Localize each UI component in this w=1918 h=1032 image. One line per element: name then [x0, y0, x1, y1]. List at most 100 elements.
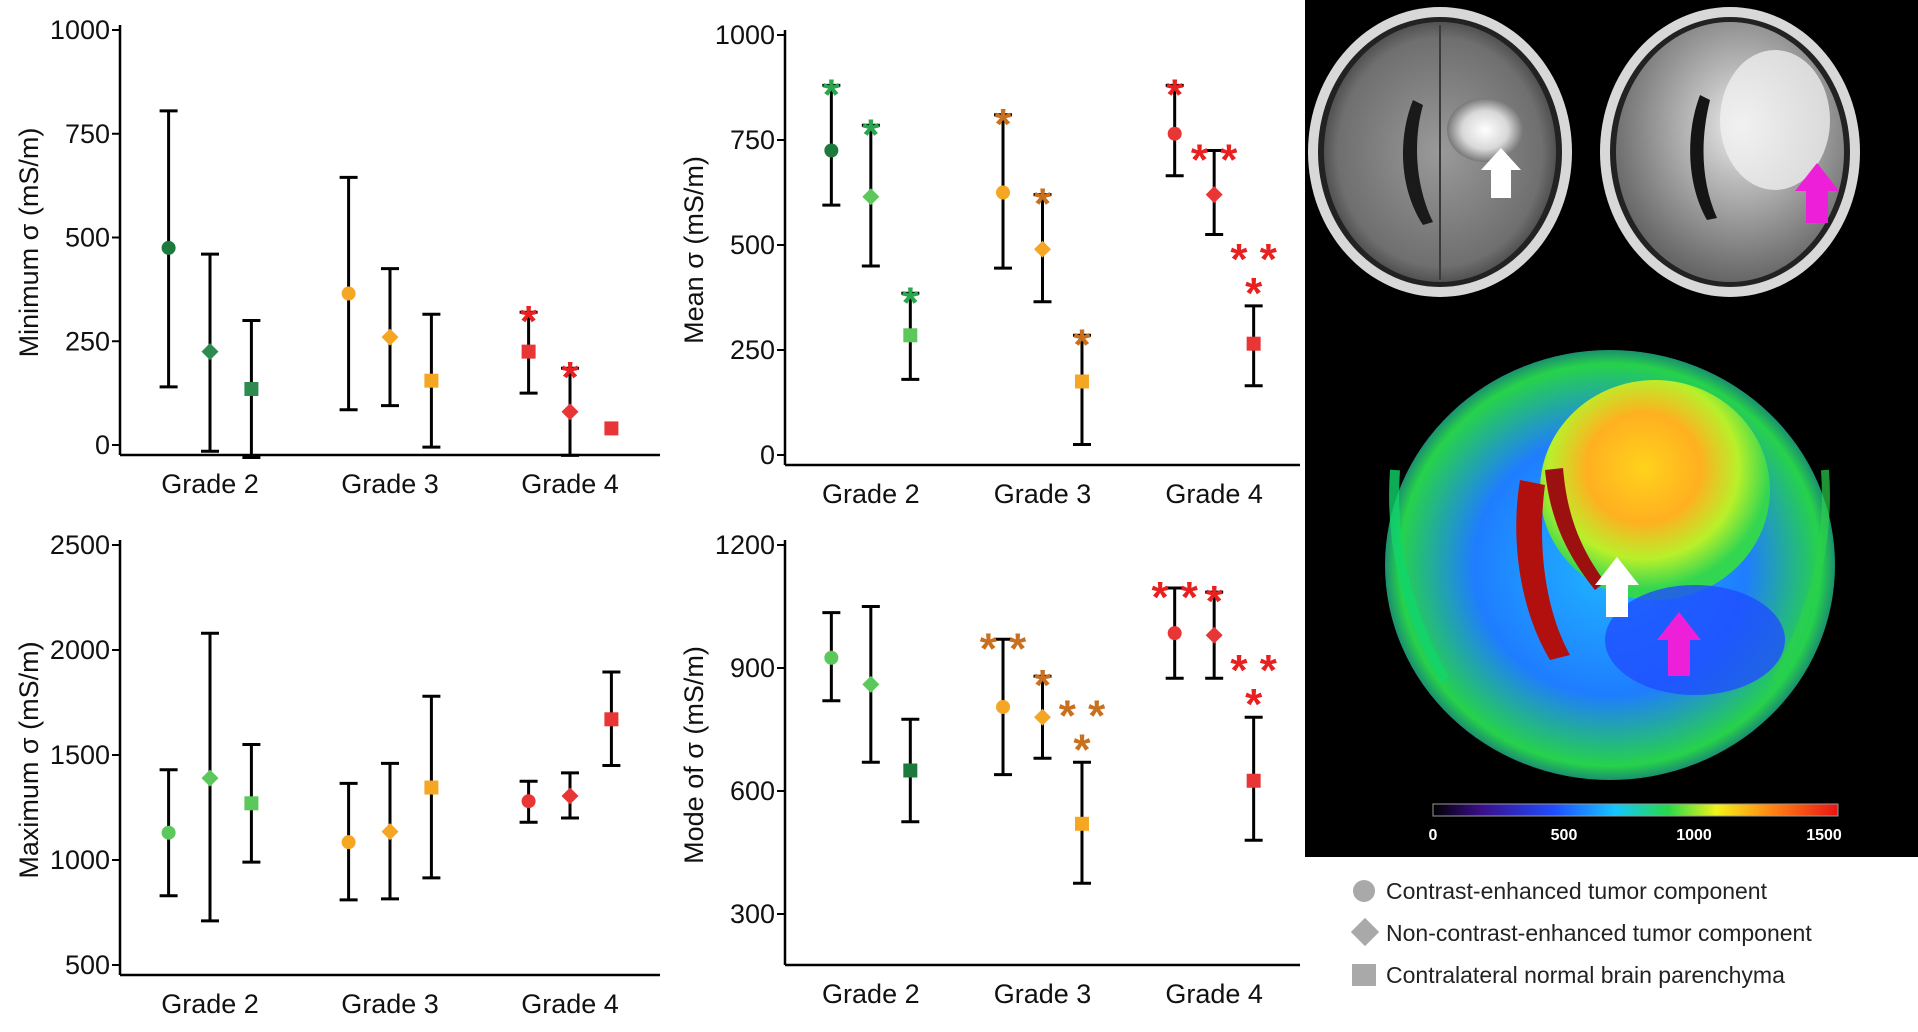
x-category-label: Grade 4	[521, 989, 619, 1019]
data-point-square	[604, 421, 619, 436]
significance-star: *	[862, 110, 880, 159]
data-point-square	[244, 381, 259, 396]
significance-star: *	[1206, 577, 1224, 626]
magenta-arrow-map-icon	[1657, 612, 1701, 676]
significance-star: * *	[1191, 136, 1238, 185]
y-tick-label: 600	[730, 776, 775, 806]
y-tick-label: 1000	[715, 20, 775, 50]
data-point-circle	[824, 650, 839, 665]
data-point-circle	[1167, 626, 1182, 641]
chart-3: 300 600 900 1200 Mode of σ (mS/m) Grade 2 Grad…	[679, 530, 1300, 1009]
data-point-square	[244, 796, 259, 811]
y-axis-title: Mean σ (mS/m)	[679, 156, 709, 344]
white-arrow-map-icon	[1595, 557, 1639, 617]
x-category-label: Grade 2	[822, 479, 920, 509]
data-point-diamond	[1034, 240, 1051, 258]
y-tick-label: 750	[730, 125, 775, 155]
mri-flair-image	[1600, 7, 1860, 297]
significance-star: *	[1073, 725, 1091, 774]
data-point-circle	[521, 794, 536, 809]
legend-item-contrast-enhanced: Contrast-enhanced tumor component	[1350, 870, 1910, 912]
legend-label: Non-contrast-enhanced tumor component	[1386, 919, 1812, 946]
y-axis-title: Minimum σ (mS/m)	[14, 128, 44, 358]
magenta-arrow-icon	[1795, 163, 1839, 223]
y-tick-label: 500	[65, 223, 110, 253]
x-category-label: Grade 2	[161, 469, 259, 499]
x-category-label: Grade 3	[994, 479, 1092, 509]
y-tick-label: 0	[760, 440, 775, 470]
significance-star: *	[520, 297, 538, 346]
colorbar-tick-1000: 1000	[1676, 827, 1712, 844]
chart-panel: 0 250 500 750 1000 Minimum σ (mS/m) Grade 2 Gra…	[14, 15, 1300, 1019]
y-tick-label: 0	[95, 430, 110, 460]
y-tick-label: 250	[65, 326, 110, 356]
mri-t1-contrast-image	[1308, 7, 1572, 297]
x-category-label: Grade 4	[521, 469, 619, 499]
significance-star: * *	[1230, 235, 1277, 284]
significance-star: * *	[980, 624, 1027, 673]
data-point-square	[424, 780, 439, 795]
y-tick-label: 900	[730, 653, 775, 683]
colorbar-tick-500: 500	[1551, 827, 1578, 844]
data-point-circle	[341, 835, 356, 850]
data-point-circle	[341, 286, 356, 301]
circle-icon	[1350, 878, 1380, 904]
y-tick-label: 2000	[50, 635, 110, 665]
y-axis-title: Maximum σ (mS/m)	[14, 641, 44, 878]
data-point-circle	[1167, 126, 1182, 141]
data-point-diamond	[1205, 186, 1223, 204]
x-category-label: Grade 4	[1165, 979, 1263, 1009]
y-tick-label: 1000	[50, 15, 110, 45]
y-tick-label: 1000	[50, 845, 110, 875]
significance-star: *	[994, 100, 1012, 149]
significance-star: * *	[1059, 691, 1106, 740]
colorbar-tick-1500: 1500	[1806, 827, 1842, 844]
legend-label: Contrast-enhanced tumor component	[1386, 877, 1767, 904]
y-axis-title: Mode of σ (mS/m)	[679, 646, 709, 864]
data-point-circle	[996, 699, 1011, 714]
data-point-diamond	[561, 403, 579, 421]
significance-star: * *	[1230, 646, 1277, 695]
colorbar	[1432, 803, 1839, 817]
data-point-square	[1246, 773, 1261, 788]
significance-star: *	[1166, 70, 1184, 119]
significance-star: *	[1245, 269, 1263, 318]
data-point-square	[521, 344, 536, 359]
legend-label: Contralateral normal brain parenchyma	[1386, 961, 1785, 988]
data-point-square	[903, 328, 918, 343]
x-category-label: Grade 3	[994, 979, 1092, 1009]
data-point-diamond	[1034, 708, 1051, 726]
y-tick-label: 1200	[715, 530, 775, 560]
data-point-circle	[996, 185, 1011, 200]
square-icon	[1350, 962, 1380, 988]
data-point-circle	[161, 240, 176, 255]
data-point-diamond	[381, 823, 399, 841]
significance-star: *	[823, 70, 841, 119]
white-arrow-icon	[1481, 148, 1521, 198]
significance-star: *	[902, 278, 920, 327]
data-point-diamond	[862, 675, 880, 693]
legend: Contrast-enhanced tumor component Non-co…	[1350, 870, 1910, 996]
data-point-diamond	[381, 328, 399, 346]
chart-1: 0 250 500 750 1000 Mean σ (mS/m) Grade 2 Grade …	[679, 20, 1300, 509]
x-category-label: Grade 2	[822, 979, 920, 1009]
diamond-icon	[1350, 920, 1380, 946]
data-point-square	[604, 712, 619, 727]
y-tick-label: 300	[730, 899, 775, 929]
y-tick-label: 750	[65, 119, 110, 149]
data-point-diamond	[201, 769, 219, 787]
y-tick-label: 500	[65, 950, 110, 980]
x-category-label: Grade 3	[341, 989, 439, 1019]
data-point-circle	[161, 825, 176, 840]
chart-0: 0 250 500 750 1000 Minimum σ (mS/m) Grade 2 Gra…	[14, 15, 660, 499]
y-tick-label: 250	[730, 335, 775, 365]
y-tick-label: 1500	[50, 740, 110, 770]
data-point-square	[1074, 816, 1089, 831]
y-tick-label: 500	[730, 230, 775, 260]
conductivity-map-image	[1385, 350, 1835, 780]
data-point-diamond	[201, 343, 219, 361]
colorbar-tick-0: 0	[1429, 827, 1438, 844]
y-tick-label: 2500	[50, 530, 110, 560]
data-point-diamond	[1205, 626, 1223, 644]
significance-star: *	[1034, 661, 1052, 710]
